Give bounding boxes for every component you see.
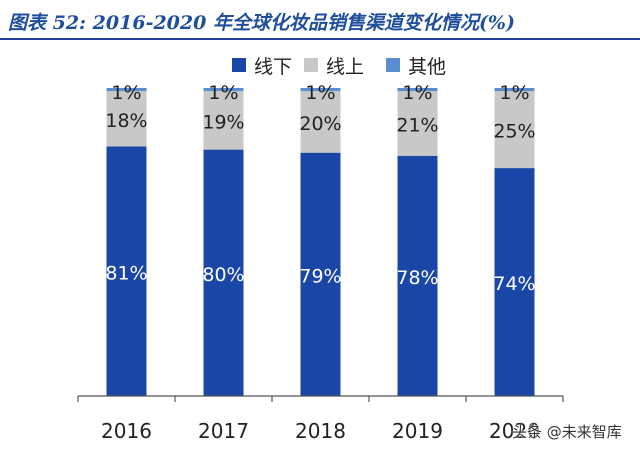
legend-item-other: 其他	[386, 52, 446, 78]
data-label-2018-series-2: 1%	[305, 82, 335, 104]
x-tick-label-2016: 2016	[101, 419, 152, 443]
bar-segment-2019-series-1	[397, 91, 438, 156]
bar-segment-2018-series-0	[300, 152, 341, 396]
legend-label-other: 其他	[408, 55, 447, 78]
bar-segment-2020-series-2	[494, 88, 535, 92]
bar-segment-2016-series-0	[106, 146, 147, 396]
watermark: 头条 @未来智库	[512, 421, 622, 442]
legend-label-offline: 线下	[254, 55, 293, 78]
legend-swatch-offline	[232, 58, 246, 72]
data-label-2018-series-0: 79%	[299, 265, 341, 287]
data-label-2016-series-2: 1%	[111, 82, 141, 104]
data-label-2018-series-1: 20%	[299, 113, 341, 135]
bar-segment-2018-series-2	[300, 88, 341, 92]
x-tick-label-2018: 2018	[295, 419, 346, 443]
data-label-2020-series-2: 1%	[499, 82, 529, 104]
data-label-2016-series-0: 81%	[105, 262, 147, 284]
bar-segment-2018-series-1	[300, 91, 341, 153]
data-label-2016-series-1: 18%	[105, 110, 147, 132]
data-label-2019-series-0: 78%	[396, 267, 438, 289]
figure-title: 图表 52: 2016-2020 年全球化妆品销售渠道变化情况(%)	[8, 12, 515, 34]
title-divider	[0, 38, 640, 40]
data-label-2017-series-0: 80%	[202, 264, 244, 286]
figure-header: 图表 52: 2016-2020 年全球化妆品销售渠道变化情况(%)	[0, 0, 640, 38]
bar-segment-2016-series-2	[106, 88, 147, 92]
x-tick-label-2019: 2019	[392, 419, 443, 443]
legend-label-online: 线上	[326, 55, 365, 78]
bar-segment-2020-series-1	[494, 91, 535, 169]
x-tick-label-2020: 2020	[489, 419, 540, 443]
bar-segment-2016-series-1	[106, 91, 147, 147]
data-label-2020-series-0: 74%	[493, 273, 535, 295]
data-label-2019-series-2: 1%	[402, 82, 432, 104]
x-tick-label-2017: 2017	[198, 419, 249, 443]
legend-item-offline: 线下	[232, 52, 292, 78]
bar-segment-2019-series-0	[397, 155, 438, 396]
legend-swatch-other	[386, 58, 400, 72]
bar-segment-2017-series-2	[203, 88, 244, 92]
data-label-2020-series-1: 25%	[493, 121, 535, 143]
bar-segment-2017-series-0	[203, 149, 244, 396]
bar-segment-2017-series-1	[203, 91, 244, 150]
data-label-2017-series-2: 1%	[208, 82, 238, 104]
watermark-label: 头条 @未来智库	[512, 423, 622, 441]
legend-item-online: 线上	[304, 52, 364, 78]
data-label-2017-series-1: 19%	[202, 111, 244, 133]
bar-segment-2020-series-0	[494, 168, 535, 396]
bar-segment-2019-series-2	[397, 88, 438, 92]
chart-legend: 线下 线上 其他	[0, 52, 640, 78]
data-label-2019-series-1: 21%	[396, 114, 438, 136]
legend-swatch-online	[304, 58, 318, 72]
